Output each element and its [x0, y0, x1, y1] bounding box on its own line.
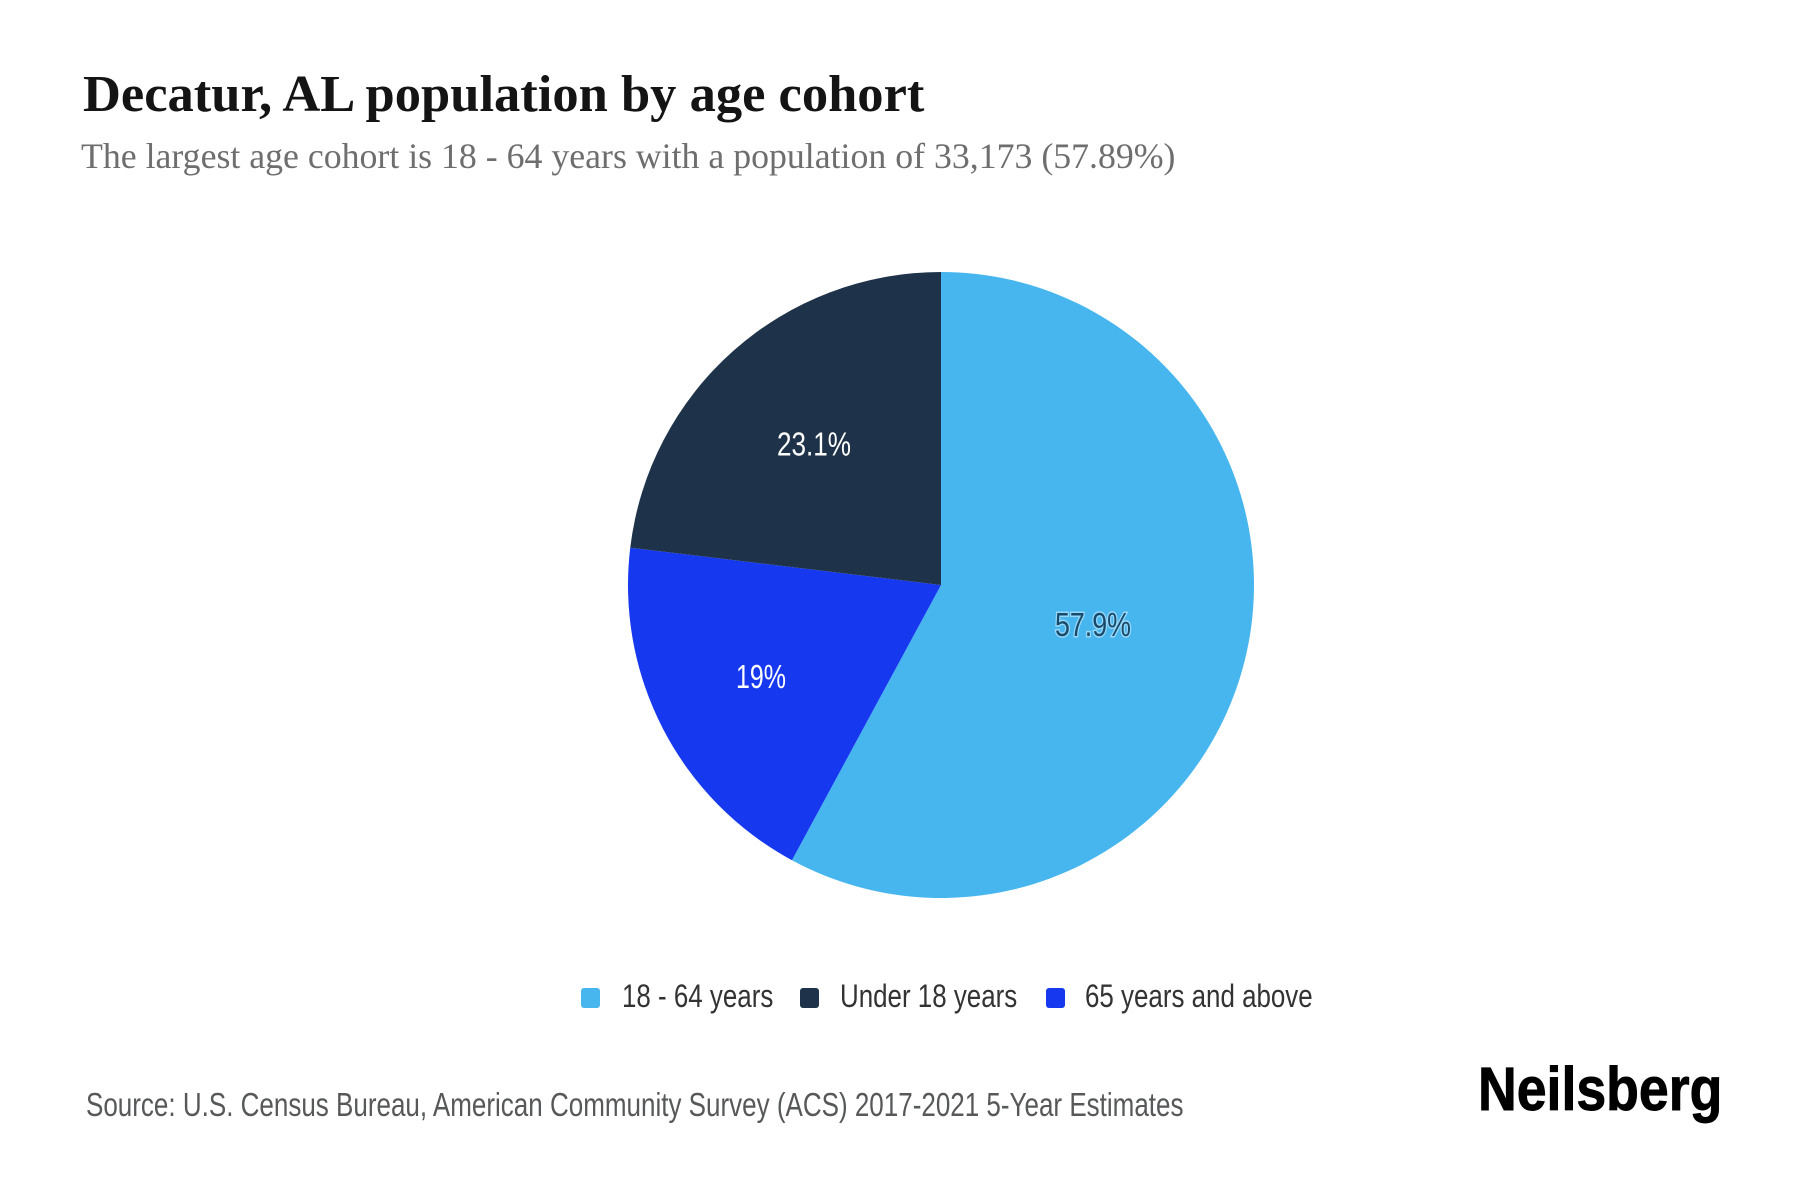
svg-text:23.1%: 23.1% [777, 426, 851, 463]
svg-text:57.9%: 57.9% [1055, 606, 1131, 643]
svg-text:19%: 19% [736, 658, 786, 695]
